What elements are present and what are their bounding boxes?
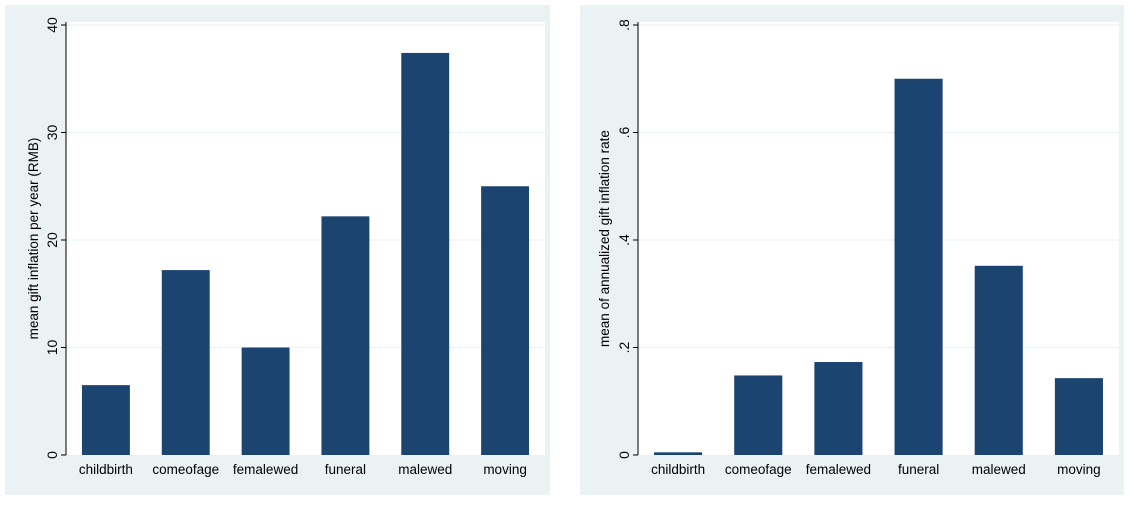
bar-childbirth	[81, 385, 130, 455]
y-tick-label: 10	[44, 340, 60, 356]
y-axis-title: mean gift inflation per year (RMB)	[26, 138, 41, 340]
plot-area	[66, 22, 545, 455]
x-category-label: femalewed	[233, 462, 298, 477]
y-axis-title: mean of annualized gift inflation rate	[597, 130, 612, 347]
bar-malewed	[401, 52, 450, 455]
y-tick-label: .4	[616, 234, 632, 246]
x-category-label: malewed	[972, 462, 1026, 477]
x-category-label: funeral	[325, 462, 366, 477]
plot-area	[638, 22, 1119, 455]
x-category-label: childbirth	[79, 462, 133, 477]
x-category-label: malewed	[398, 462, 452, 477]
x-category-label: comeofage	[725, 462, 792, 477]
y-tick-label: .2	[616, 341, 632, 353]
chart-panel-1: 0 10 20 30 40 mean gift inflation per year (R…	[5, 5, 550, 495]
y-tick-label: .6	[616, 126, 632, 138]
x-category-label: comeofage	[152, 462, 219, 477]
bar-moving	[481, 186, 530, 455]
bar-femalewed	[814, 362, 863, 455]
y-tick-label: 30	[44, 125, 60, 141]
y-tick-label: 0	[44, 451, 60, 459]
y-tick-label: 0	[616, 451, 632, 459]
chart-panel-2: 0 .2 .4 .6 .8 mean of annualized gift inflati…	[580, 5, 1124, 495]
bar-comeofage	[734, 375, 783, 455]
bar-funeral	[894, 78, 943, 455]
y-tick-label: 40	[44, 17, 60, 33]
y-tick-label: 20	[44, 232, 60, 248]
bar-comeofage	[161, 270, 210, 455]
x-category-label: femalewed	[806, 462, 871, 477]
bar-childbirth	[654, 452, 703, 455]
bar-funeral	[321, 216, 370, 455]
bar-femalewed	[241, 347, 290, 455]
bar-moving	[1054, 378, 1103, 455]
y-tick-label: .8	[616, 19, 632, 31]
bar-malewed	[974, 265, 1023, 455]
x-category-label: childbirth	[651, 462, 705, 477]
x-category-label: funeral	[898, 462, 939, 477]
x-category-label: moving	[483, 462, 527, 477]
x-category-label: moving	[1057, 462, 1101, 477]
